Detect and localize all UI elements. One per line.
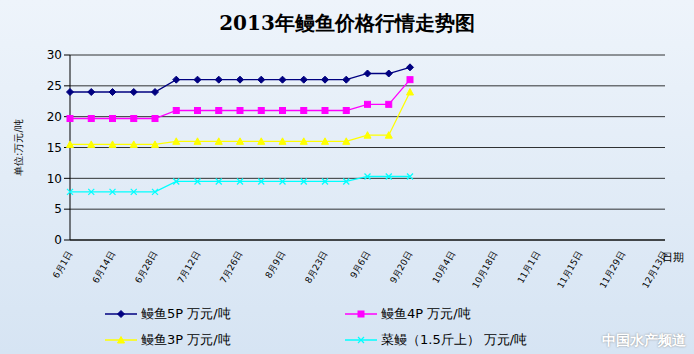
svg-text:15: 15 [47, 141, 62, 155]
svg-text:7月12日: 7月12日 [176, 250, 202, 285]
svg-text:10月18日: 10月18日 [470, 250, 499, 290]
svg-text:8月9日: 8月9日 [263, 250, 286, 281]
svg-text:8月23日: 8月23日 [303, 250, 329, 285]
svg-text:11月1日: 11月1日 [516, 250, 542, 285]
svg-text:6月14日: 6月14日 [91, 250, 117, 285]
svg-text:0: 0 [54, 233, 62, 247]
svg-text:30: 30 [47, 48, 62, 62]
svg-text:5: 5 [54, 202, 62, 216]
svg-text:20: 20 [47, 110, 62, 124]
svg-text:9月20日: 9月20日 [388, 250, 414, 285]
svg-text:11月29日: 11月29日 [598, 250, 627, 290]
svg-text:10: 10 [47, 172, 62, 186]
svg-text:9月6日: 9月6日 [348, 250, 371, 281]
svg-text:25: 25 [47, 79, 62, 93]
svg-text:6月1日: 6月1日 [51, 250, 74, 281]
svg-text:单位:万元/吨: 单位:万元/吨 [13, 119, 24, 176]
svg-text:7月26日: 7月26日 [218, 250, 244, 285]
svg-text:11月15日: 11月15日 [555, 250, 584, 290]
svg-text:10月4日: 10月4日 [431, 250, 457, 285]
svg-text:6月28日: 6月28日 [133, 250, 159, 285]
